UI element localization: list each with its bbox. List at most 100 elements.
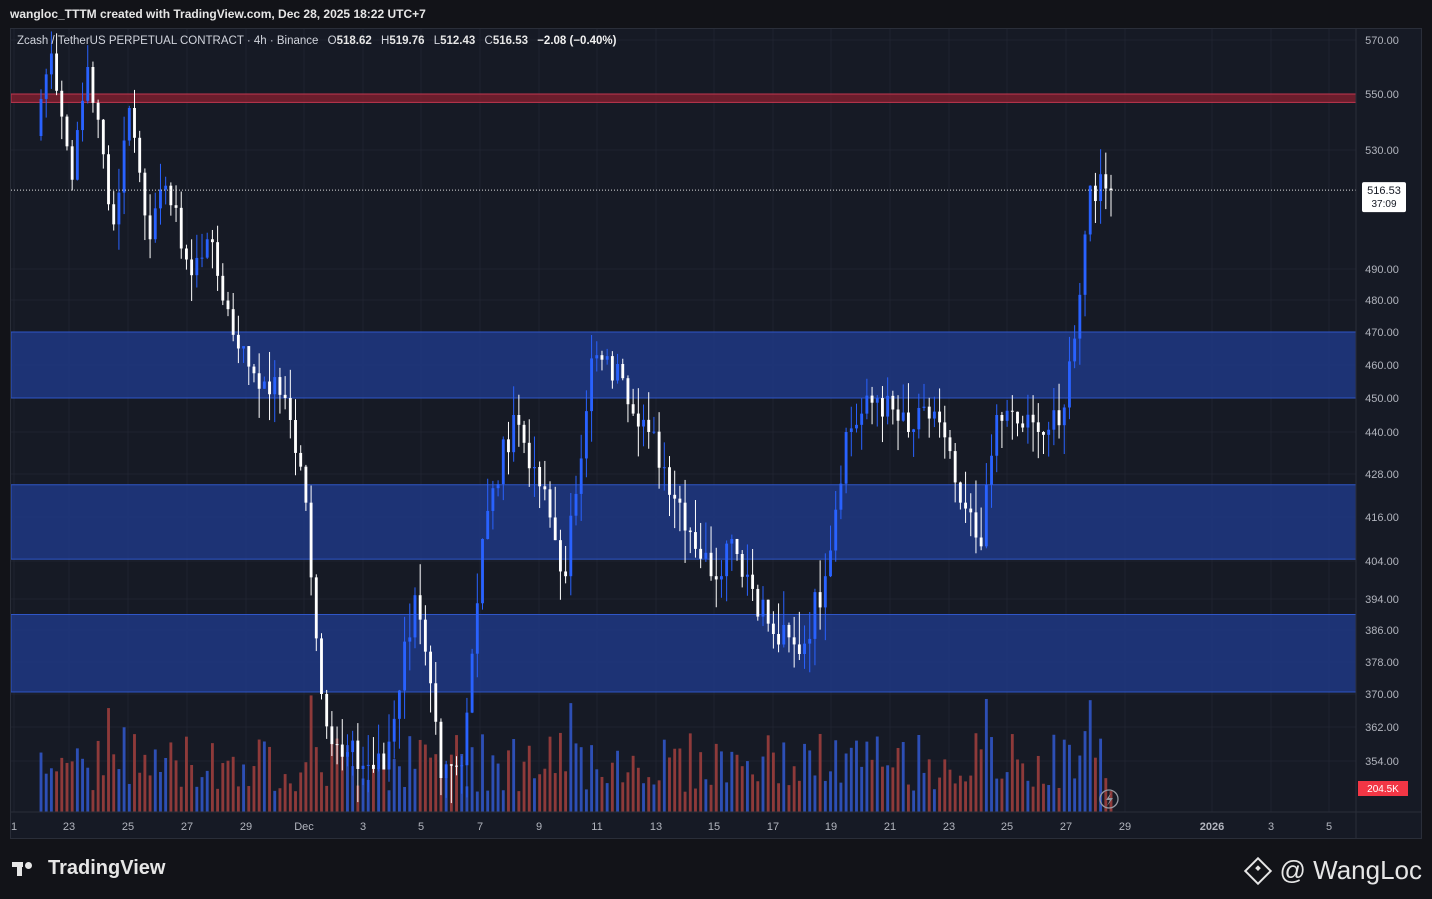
chart-panel[interactable]: 570.00 550.00 530.00 490.00 480.00 470.00 460.… [10,28,1422,839]
candle-body [896,409,900,421]
candle-body [616,363,619,381]
volume-bar [1026,780,1030,812]
time-tick-label: 29 [240,821,252,833]
volume-bar [221,763,225,812]
volume-bar [574,743,578,812]
volume-bar [818,733,822,812]
volume-bar [517,791,521,812]
countdown-label: 37:09 [1371,199,1396,210]
candle-body [195,257,199,276]
volume-bar [813,775,817,812]
candle-body [299,452,303,467]
volume-bar [891,767,895,812]
volume-bar [392,759,396,812]
attribution-bar: wangloc_TTTM created with TradingView.co… [0,0,1432,28]
candle-body [361,765,365,769]
volume-bar [901,742,905,812]
candlestick-chart[interactable]: 570.00 550.00 530.00 490.00 480.00 470.00 460.… [11,29,1421,838]
candle-body [304,466,308,503]
time-tick-label: 5 [1326,821,1332,833]
candle-body [340,744,344,757]
candle-body [792,637,796,645]
volume-bar [247,786,251,812]
volume-bar [969,775,973,812]
candle-body [610,356,614,381]
volume-bars [39,695,1113,812]
candle-body [434,683,438,722]
time-tick-label: 25 [1001,821,1013,833]
volume-bar [756,781,760,812]
volume-bar [964,781,967,812]
symbol-name[interactable]: Zcash / TetherUS PERPETUAL CONTRACT · 4h… [17,35,319,47]
current-price-label: 516.53 [1367,185,1401,197]
candle-body [169,185,173,206]
lightning-icon [1099,789,1119,809]
candle-body [1000,415,1004,421]
volume-bar [501,790,505,812]
candle-body [943,422,947,438]
volume-bar [387,790,391,812]
volume-bar [922,772,926,812]
volume-bar [740,766,744,812]
candle-body [294,419,297,453]
candle-body [823,576,827,608]
volume-bar [834,740,838,812]
time-tick-label: 15 [708,821,720,833]
time-tick-label: 1 [11,821,17,833]
symbol-legend: Zcash / TetherUS PERPETUAL CONTRACT · 4h… [17,35,616,47]
candle-body [678,498,682,503]
footer-bar: TradingView @ WangLoc [0,839,1432,899]
candle-body [496,484,500,489]
candle-body [917,407,921,430]
candle-body [356,740,360,769]
candle-body [720,576,723,580]
volume-bar [709,784,713,812]
candle-body [91,67,95,103]
candle-body [932,411,936,419]
volume-bar [112,754,116,812]
candle-body [1005,410,1009,421]
candle-body [242,346,246,349]
candle-body [314,577,318,639]
candle-body [688,530,692,533]
volume-bar [325,785,329,812]
candle-body [948,437,952,452]
candle-body [839,483,843,510]
candle-body [782,624,786,645]
volume-bar [745,761,749,812]
volume-bar [117,769,121,812]
volume-bar [138,772,142,812]
candle-body [330,726,334,745]
candle-body [1057,410,1061,426]
volume-bar [787,785,791,812]
volume-bar [44,773,48,812]
time-tick-label: 5 [418,821,424,833]
price-tick-label: 490.00 [1365,264,1399,276]
candle-body [740,554,744,577]
candle-body [481,539,484,604]
volume-bar [491,755,495,812]
candle-body [647,419,651,432]
volume-bar [548,736,552,812]
price-tick-label: 354.00 [1365,756,1399,768]
candle-body [247,346,251,367]
candle-body [657,431,661,468]
volume-bar [662,739,666,812]
volume-bar [91,790,95,812]
candle-body [418,595,422,620]
volume-bar [75,748,79,812]
volume-bar [242,764,246,812]
volume-bar [403,786,407,812]
volume-bar [564,771,568,812]
tradingview-brand[interactable]: TradingView [12,857,165,880]
candle-body [366,764,370,766]
volume-bar [600,776,604,812]
volume-bar [906,784,910,812]
open-value: 518.62 [336,35,372,47]
volume-badge-label: 204.5K [1367,784,1399,795]
volume-bar [1005,772,1009,812]
candle-body [185,248,188,260]
time-tick-label: 7 [477,821,483,833]
volume-bar [870,759,874,812]
candle-body [605,356,609,360]
